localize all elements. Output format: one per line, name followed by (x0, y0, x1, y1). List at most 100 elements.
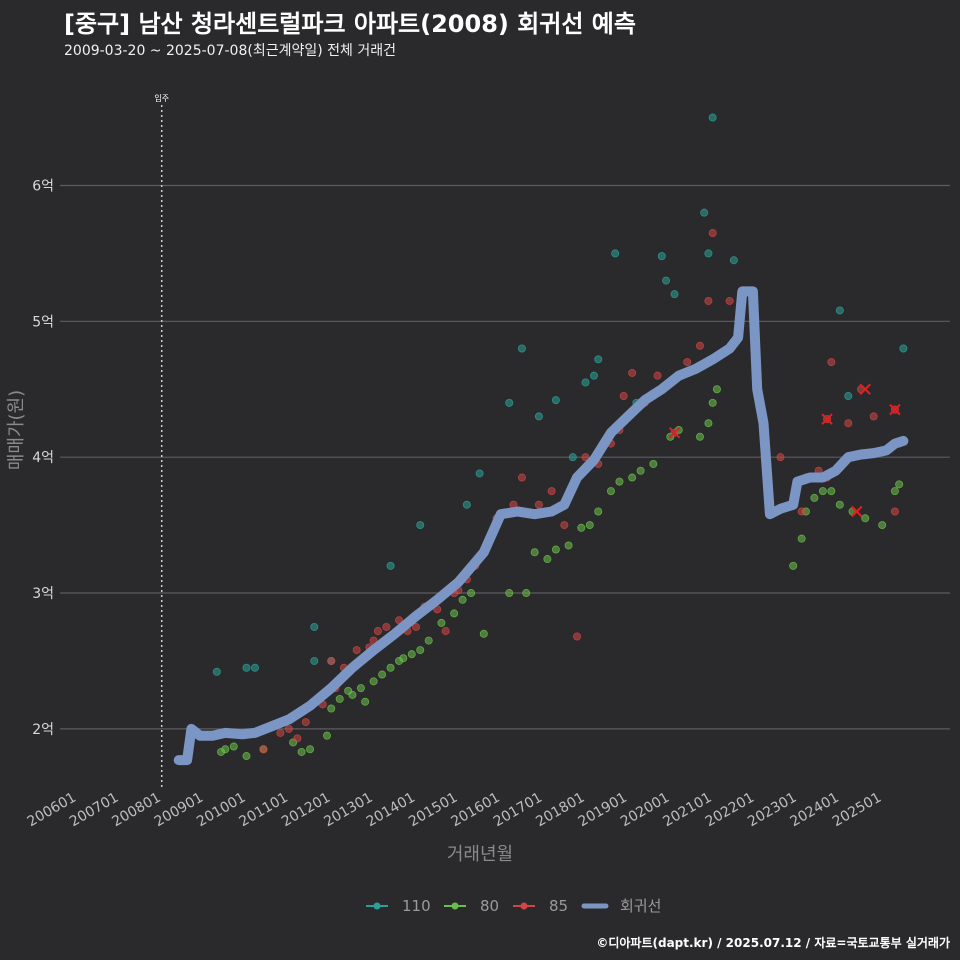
highlight-mark (668, 427, 681, 439)
data-point (670, 290, 679, 299)
data-point (386, 663, 395, 672)
data-point (293, 734, 302, 743)
data-point (356, 684, 365, 693)
data-point (708, 113, 717, 122)
data-point (704, 419, 713, 428)
data-point (818, 487, 827, 496)
data-point (568, 453, 577, 462)
data-point (810, 493, 819, 502)
data-point (229, 742, 238, 751)
data-point (297, 747, 306, 756)
x-axis-ticks: 2006012007012008012009012010012011012012… (25, 790, 885, 831)
data-point (517, 473, 526, 482)
data-point (522, 589, 531, 598)
data-point (628, 368, 637, 377)
data-point (827, 487, 836, 496)
move-in-marker: 입주 (154, 94, 169, 790)
data-point (662, 276, 671, 285)
legend-label: 80 (480, 897, 499, 915)
data-point (861, 514, 870, 523)
data-point (789, 561, 798, 570)
data-point (327, 656, 336, 665)
data-point (344, 686, 353, 695)
legend-item: 80 (444, 897, 499, 915)
data-point (564, 541, 573, 550)
data-point (835, 306, 844, 315)
data-point (335, 694, 344, 703)
data-point (411, 622, 420, 631)
legend-swatch-dot (451, 902, 459, 910)
data-point (869, 412, 878, 421)
data-point (844, 392, 853, 401)
data-point (416, 646, 425, 655)
data-point (386, 561, 395, 570)
data-point (708, 229, 717, 238)
data-point (611, 249, 620, 258)
data-point (700, 208, 709, 217)
data-point (560, 521, 569, 530)
regression-line (173, 286, 909, 766)
data-point (890, 507, 899, 516)
data-point (322, 731, 331, 740)
data-point (276, 728, 285, 737)
data-point (577, 523, 586, 532)
data-point (704, 249, 713, 258)
data-point (844, 419, 853, 428)
data-point (695, 341, 704, 350)
gridlines (60, 184, 950, 730)
data-point (373, 627, 382, 636)
data-point (424, 636, 433, 645)
data-point (310, 656, 319, 665)
data-point (250, 663, 259, 672)
y-tick-label: 6억 (32, 178, 54, 194)
data-point (534, 412, 543, 421)
data-point (683, 358, 692, 367)
data-point (475, 469, 484, 478)
chart-subtitle: 2009-03-20 ~ 2025-07-08(최근계약일) 전체 거래건 (64, 43, 396, 59)
data-point (479, 629, 488, 638)
data-point (899, 344, 908, 353)
data-point (378, 670, 387, 679)
highlight-cross-b (859, 383, 871, 395)
x-tick-label: 202501 (830, 790, 884, 831)
y-tick-label: 2억 (32, 722, 54, 738)
data-point (581, 453, 590, 462)
highlight-marks (668, 383, 901, 518)
data-point (628, 473, 637, 482)
data-point (458, 595, 467, 604)
data-point (636, 466, 645, 475)
legend-swatch-dot (373, 902, 381, 910)
y-tick-label: 4억 (32, 450, 54, 466)
data-point (895, 480, 904, 489)
data-point (551, 396, 560, 405)
data-point (437, 618, 446, 627)
data-point (712, 385, 721, 394)
legend: 110 80 85 회귀선 (366, 897, 661, 915)
data-point (534, 500, 543, 509)
data-point (615, 477, 624, 486)
data-point (352, 646, 361, 655)
data-point (594, 507, 603, 516)
data-point (517, 344, 526, 353)
legend-label: 회귀선 (620, 897, 661, 915)
data-point (361, 697, 370, 706)
data-point (827, 358, 836, 367)
data-point (441, 627, 450, 636)
data-point (581, 378, 590, 387)
data-point (242, 752, 251, 761)
data-point (505, 398, 514, 407)
y-axis-title: 매매가(원) (6, 390, 27, 470)
scatter-points (212, 113, 908, 761)
data-point (725, 296, 734, 305)
highlight-cross-b (821, 413, 833, 425)
data-point (708, 398, 717, 407)
data-point (327, 704, 336, 713)
regression-line-group (173, 286, 909, 766)
data-point (704, 296, 713, 305)
legend-item: 110 (366, 897, 431, 915)
data-point (242, 663, 251, 672)
data-point (729, 256, 738, 265)
highlight-cross-b (851, 505, 863, 518)
data-point (585, 521, 594, 530)
legend-label: 85 (549, 897, 568, 915)
